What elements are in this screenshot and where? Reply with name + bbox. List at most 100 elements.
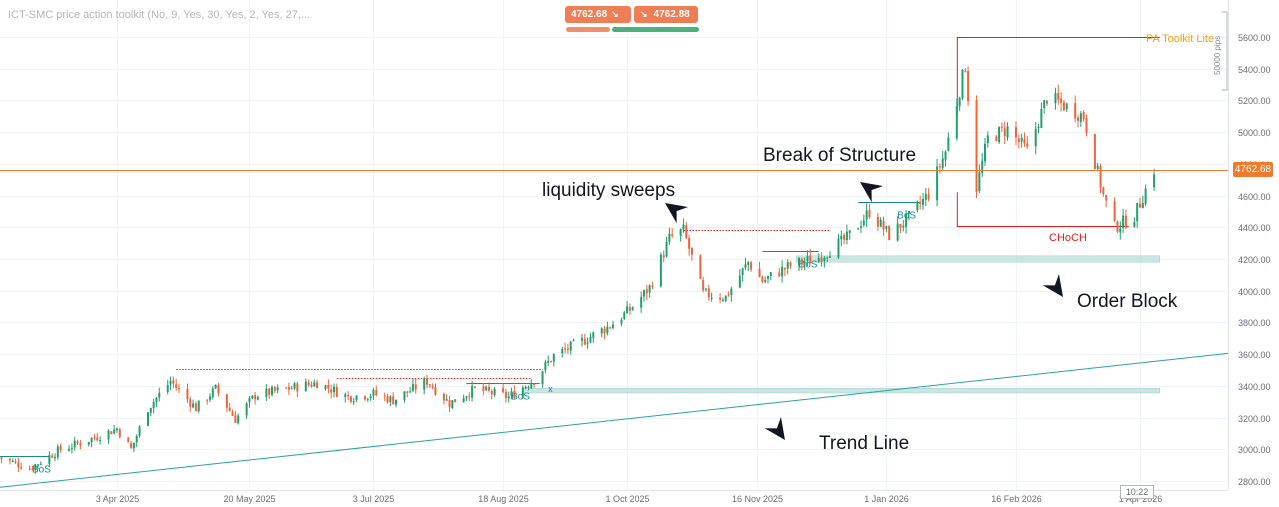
- candle-body: [1099, 165, 1102, 188]
- candle-body: [1060, 98, 1063, 103]
- candle-body: [113, 429, 116, 434]
- candle-body: [304, 381, 307, 392]
- candle-body: [73, 440, 76, 448]
- candle-body: [924, 194, 927, 200]
- candle-body: [1096, 165, 1099, 169]
- price-tick-label: 4000.00: [1238, 287, 1271, 297]
- candle-body: [211, 388, 214, 398]
- candle-body: [510, 391, 513, 396]
- indicator-title[interactable]: ICT-SMC price action toolkit (No, 9, Yes…: [8, 9, 311, 21]
- candle-body: [524, 386, 527, 389]
- liquidity-sweeps-label[interactable]: liquidity sweeps: [542, 180, 676, 201]
- sell-price: 4762.68: [571, 9, 608, 20]
- candle-body: [995, 136, 998, 142]
- candle-body: [820, 257, 823, 263]
- price-axis-background: [1228, 0, 1279, 507]
- candle-body: [798, 257, 800, 266]
- price-tick-label: 2800.00: [1238, 477, 1271, 487]
- grid-lines: [0, 0, 1228, 490]
- candle-body: [967, 70, 970, 102]
- trend-line-label[interactable]: Trend Line: [819, 433, 910, 454]
- candle-body: [172, 380, 175, 384]
- trend-line-group[interactable]: [0, 347, 1279, 488]
- order-block-label[interactable]: Order Block: [1077, 291, 1178, 312]
- candle-body: [978, 172, 981, 192]
- candle-body: [1144, 188, 1147, 204]
- candle-body: [783, 268, 786, 270]
- candle-body: [48, 455, 51, 464]
- candle-body: [87, 441, 90, 445]
- candle-body: [316, 382, 319, 389]
- candle-body: [214, 384, 217, 389]
- candle-body: [1116, 221, 1119, 232]
- candle-body: [589, 337, 592, 343]
- candle-body: [79, 443, 82, 446]
- candle-body: [383, 395, 386, 397]
- candle-body: [209, 396, 211, 400]
- candle-body: [504, 391, 507, 398]
- candle-body: [231, 411, 234, 416]
- current-time-tag: 10:22: [1120, 485, 1154, 499]
- candle-body: [724, 295, 727, 301]
- choch-label: CHoCH: [1049, 232, 1087, 244]
- bos-tag: BoS: [511, 392, 530, 403]
- candle-body: [533, 383, 536, 385]
- candle-body: [14, 461, 17, 463]
- candle-body: [806, 255, 809, 261]
- candle-body: [668, 233, 671, 242]
- candle-body: [234, 415, 237, 423]
- buy-volume-bar: [612, 27, 699, 32]
- candle-body: [488, 387, 490, 391]
- sweep-x-mark: x: [548, 384, 553, 394]
- candle-body: [744, 264, 747, 268]
- candle-body: [947, 137, 950, 151]
- sell-volume-bar: [566, 27, 610, 32]
- candle-body: [445, 399, 448, 401]
- candle-body: [541, 371, 544, 385]
- candle-body: [566, 348, 569, 350]
- candle-body: [826, 257, 829, 259]
- candle-body: [192, 403, 195, 408]
- candle-body: [1079, 113, 1082, 122]
- candle-body: [1046, 100, 1048, 104]
- trend-line[interactable]: [0, 347, 1279, 488]
- candle-body: [189, 399, 192, 407]
- candle-body: [217, 385, 220, 394]
- candle-body: [1065, 103, 1068, 110]
- candle-body: [335, 387, 338, 397]
- candle-body: [1136, 202, 1139, 222]
- candle-body: [767, 276, 769, 279]
- candle-body: [769, 272, 772, 276]
- candle-body: [158, 392, 161, 398]
- candle-body: [20, 467, 23, 469]
- candle-body: [386, 396, 389, 403]
- candle-body: [710, 297, 713, 299]
- candle-body: [90, 437, 93, 443]
- price-tick-label: 5600.00: [1238, 33, 1271, 43]
- candle-body: [547, 361, 550, 363]
- buy-quote-button[interactable]: ↘ 4762.88: [634, 6, 698, 23]
- candle-body: [659, 254, 662, 287]
- candle-body: [865, 210, 868, 220]
- candle-body: [803, 261, 806, 264]
- candle-body: [837, 238, 840, 258]
- candle-body: [434, 387, 437, 395]
- order-block-zone: [795, 255, 1160, 263]
- price-tick-label: 4400.00: [1238, 223, 1271, 233]
- candle-body: [640, 296, 643, 308]
- annotation-arrow-icon: [1042, 273, 1063, 297]
- candle-body: [848, 230, 851, 233]
- candle-body: [149, 407, 152, 413]
- candle-body: [271, 387, 273, 395]
- candle-body: [888, 225, 891, 240]
- break-of-structure-label[interactable]: Break of Structure: [763, 145, 917, 166]
- candle-body: [237, 415, 240, 424]
- candle-body: [130, 443, 133, 449]
- candle-body: [31, 468, 34, 470]
- sell-quote-button[interactable]: 4762.68 ↘: [565, 6, 631, 23]
- candle-body: [860, 226, 862, 228]
- candle-body: [68, 449, 71, 451]
- candle-body: [552, 354, 555, 362]
